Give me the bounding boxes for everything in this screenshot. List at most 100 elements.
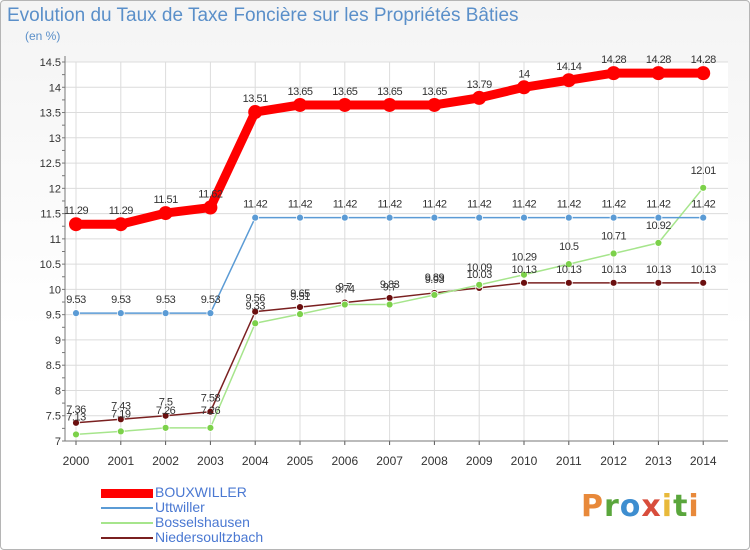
data-point [340,300,349,309]
data-label: 11.42 [288,199,313,211]
data-label: 11.42 [512,199,537,211]
data-point [609,249,618,258]
x-tick-label: 2006 [331,454,358,468]
data-point [296,303,304,311]
data-point [654,278,663,287]
data-point [116,309,125,318]
y-tick-label: 12 [49,183,61,195]
data-point [517,80,531,95]
data-point [561,73,576,88]
line-chart: 77.588.599.51010.51111.51212.51313.51414… [40,54,728,468]
data-point [651,66,666,81]
data-label: 11.29 [64,205,89,217]
data-point [206,309,215,318]
data-point [475,213,484,222]
y-tick-label: 10 [49,284,61,296]
data-point [296,310,304,319]
data-label: 10.13 [556,264,581,276]
data-point [72,418,80,427]
data-label: 10.71 [601,231,626,243]
data-label: 11.29 [109,205,134,217]
data-point [251,213,260,222]
data-point [472,90,487,105]
x-tick-label: 2010 [511,454,538,468]
y-tick-label: 13 [49,133,61,145]
brand-letter: x [641,489,662,524]
x-tick-label: 2003 [197,454,224,468]
data-point [72,309,80,318]
data-point [609,213,618,222]
data-point [606,66,621,81]
data-label: 10.5 [559,241,579,253]
data-point [161,411,170,420]
data-label: 14.14 [556,61,581,73]
y-tick-label: 9 [55,335,61,347]
y-tick-label: 10.5 [40,259,61,271]
legend-label: Bosselshausen [155,514,250,530]
y-tick-label: 14 [49,82,61,94]
data-label: 9.33 [245,300,265,312]
x-tick-label: 2008 [421,454,448,468]
brand-letter: P [581,489,604,524]
data-point [161,309,170,318]
y-tick-label: 8.5 [46,360,61,372]
data-label: 10.03 [467,269,492,281]
data-label: 13.65 [422,86,447,98]
data-label: 10.09 [467,262,492,274]
data-point [654,239,663,247]
y-tick-label: 11.5 [40,209,61,221]
brand-logo: Proxiti [581,489,700,524]
data-label: 9.74 [335,284,355,296]
data-point [385,294,394,302]
data-label: 11.42 [333,199,358,211]
data-label: 7.26 [201,405,221,417]
legend-label: BOUXWILLER [155,484,247,500]
data-label: 7.43 [111,400,131,412]
data-label: 13.65 [287,86,312,98]
legend-swatch [101,522,153,524]
data-label: 13.65 [377,86,402,98]
data-label: 7.58 [201,393,221,405]
x-tick-label: 2002 [152,454,179,468]
data-point [206,423,215,432]
data-point [385,213,394,222]
chart-title: Evolution du Taux de Taxe Foncière sur l… [7,5,519,26]
data-point [116,415,125,424]
data-point [293,97,307,112]
data-point [116,427,125,436]
data-label: 7.5 [159,397,173,409]
data-point [382,97,397,112]
data-label: 9.89 [425,272,445,284]
data-label: 11.42 [377,199,402,211]
x-tick-label: 2012 [600,454,627,468]
x-tick-label: 2009 [466,454,493,468]
data-point [654,213,663,222]
y-tick-label: 14.5 [40,57,61,69]
data-label: 9.53 [111,294,131,306]
x-tick-label: 2004 [242,454,269,468]
data-label: 11.42 [422,199,447,211]
data-point [520,270,528,279]
data-point [520,213,528,222]
data-point [699,278,708,287]
data-point [430,291,439,299]
data-label: 9.53 [66,294,86,306]
data-label: 7.13 [66,411,86,423]
data-point [520,278,528,287]
legend-swatch [101,537,153,539]
data-point [158,206,173,221]
data-label: 10.13 [646,264,671,276]
y-axis-label: (en %) [25,29,61,43]
x-tick-label: 2014 [690,454,717,468]
data-label: 11.42 [243,199,268,211]
data-label: 11.42 [646,199,671,211]
brand-letter: i [688,489,700,524]
data-point [696,66,711,81]
data-label: 10.13 [511,264,536,276]
x-tick-label: 2000 [63,454,90,468]
x-tick-label: 2001 [107,454,134,468]
data-label: 9.83 [380,279,400,291]
data-label: 9.53 [156,294,176,306]
data-point [337,97,352,112]
legend-swatch [101,488,153,498]
